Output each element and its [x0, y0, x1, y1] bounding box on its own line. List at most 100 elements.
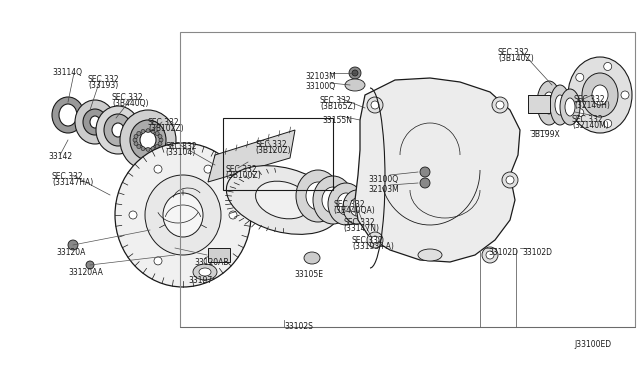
Circle shape	[349, 67, 361, 79]
Ellipse shape	[343, 190, 371, 224]
Ellipse shape	[75, 100, 115, 144]
Ellipse shape	[322, 187, 344, 213]
Text: (3B165Z): (3B165Z)	[320, 102, 356, 111]
Text: (33193+A): (33193+A)	[352, 242, 394, 251]
Circle shape	[141, 147, 145, 151]
Circle shape	[502, 172, 518, 188]
Text: (3B440QA): (3B440QA)	[333, 206, 375, 215]
Text: 33120A: 33120A	[56, 248, 85, 257]
Text: 33114Q: 33114Q	[52, 68, 82, 77]
Text: 32103M: 32103M	[368, 185, 399, 194]
Circle shape	[486, 251, 494, 259]
Text: SEC.332: SEC.332	[255, 140, 287, 149]
Ellipse shape	[337, 193, 355, 215]
Circle shape	[146, 147, 150, 151]
Text: (3B102Z): (3B102Z)	[148, 124, 184, 133]
Text: 33197: 33197	[188, 276, 212, 285]
Circle shape	[134, 134, 138, 138]
Ellipse shape	[140, 131, 156, 149]
Text: 33102S: 33102S	[284, 322, 313, 331]
Polygon shape	[208, 130, 295, 182]
Ellipse shape	[568, 57, 632, 133]
Ellipse shape	[96, 106, 140, 154]
Ellipse shape	[306, 182, 330, 210]
Circle shape	[371, 101, 379, 109]
Circle shape	[367, 232, 383, 248]
Bar	[528, 95, 550, 113]
Circle shape	[420, 178, 430, 188]
Text: (33147N): (33147N)	[343, 224, 379, 233]
Ellipse shape	[120, 110, 176, 170]
Bar	[208, 248, 230, 262]
Text: (33147HA): (33147HA)	[52, 178, 93, 187]
Text: SEC.332: SEC.332	[574, 95, 605, 104]
Circle shape	[604, 119, 612, 128]
Ellipse shape	[255, 181, 310, 219]
Circle shape	[576, 73, 584, 81]
Text: (32140M): (32140M)	[572, 121, 609, 130]
Circle shape	[158, 142, 162, 145]
Bar	[180, 32, 635, 327]
Ellipse shape	[83, 109, 107, 135]
Circle shape	[496, 101, 504, 109]
Ellipse shape	[560, 89, 580, 125]
Text: (3B100Z): (3B100Z)	[225, 171, 260, 180]
Text: 33120AA: 33120AA	[68, 268, 103, 277]
Ellipse shape	[328, 183, 364, 225]
Text: 33100Q: 33100Q	[368, 175, 398, 184]
Ellipse shape	[304, 252, 320, 264]
Circle shape	[154, 257, 162, 265]
Bar	[223, 118, 333, 190]
Text: SEC.332: SEC.332	[352, 236, 383, 245]
Circle shape	[134, 142, 138, 145]
Ellipse shape	[193, 264, 217, 280]
Ellipse shape	[313, 176, 353, 224]
Ellipse shape	[112, 123, 124, 137]
Text: 33100Q: 33100Q	[305, 82, 335, 91]
Text: (33193): (33193)	[88, 81, 118, 90]
Ellipse shape	[418, 249, 442, 261]
Text: 33155N: 33155N	[322, 116, 352, 125]
Text: SEC.332: SEC.332	[225, 165, 257, 174]
Text: SEC.332: SEC.332	[112, 93, 143, 102]
Text: 3B199X: 3B199X	[530, 130, 560, 139]
Text: (33104): (33104)	[165, 148, 195, 157]
Text: 33142: 33142	[48, 152, 72, 161]
Circle shape	[133, 138, 137, 142]
Text: SEC.332: SEC.332	[343, 218, 374, 227]
Text: SEC.332: SEC.332	[572, 115, 604, 124]
Ellipse shape	[543, 92, 555, 114]
Ellipse shape	[350, 198, 364, 216]
Text: (32140H): (32140H)	[574, 101, 610, 110]
Circle shape	[482, 247, 498, 263]
Text: 32103M: 32103M	[305, 72, 336, 81]
Circle shape	[621, 91, 629, 99]
Ellipse shape	[582, 73, 618, 117]
Ellipse shape	[52, 97, 84, 133]
Circle shape	[159, 138, 163, 142]
Circle shape	[229, 211, 237, 219]
Ellipse shape	[59, 104, 77, 126]
Ellipse shape	[537, 81, 561, 125]
Ellipse shape	[145, 175, 221, 255]
Ellipse shape	[104, 114, 132, 146]
Circle shape	[137, 145, 141, 148]
Text: (3B440Q): (3B440Q)	[112, 99, 148, 108]
Text: SEC.332: SEC.332	[148, 118, 180, 127]
Circle shape	[492, 97, 508, 113]
Circle shape	[352, 70, 358, 76]
Circle shape	[604, 62, 612, 70]
Circle shape	[158, 134, 162, 138]
Circle shape	[86, 261, 94, 269]
Circle shape	[506, 176, 514, 184]
Circle shape	[151, 147, 155, 151]
Text: 33120AB: 33120AB	[194, 258, 228, 267]
Circle shape	[204, 257, 212, 265]
Text: 33105E: 33105E	[294, 270, 323, 279]
Text: (3B140Z): (3B140Z)	[498, 54, 534, 63]
Text: SEC.332: SEC.332	[165, 142, 196, 151]
Text: SEC.332: SEC.332	[320, 96, 351, 105]
Circle shape	[137, 131, 141, 135]
Ellipse shape	[550, 85, 570, 125]
Circle shape	[371, 236, 379, 244]
